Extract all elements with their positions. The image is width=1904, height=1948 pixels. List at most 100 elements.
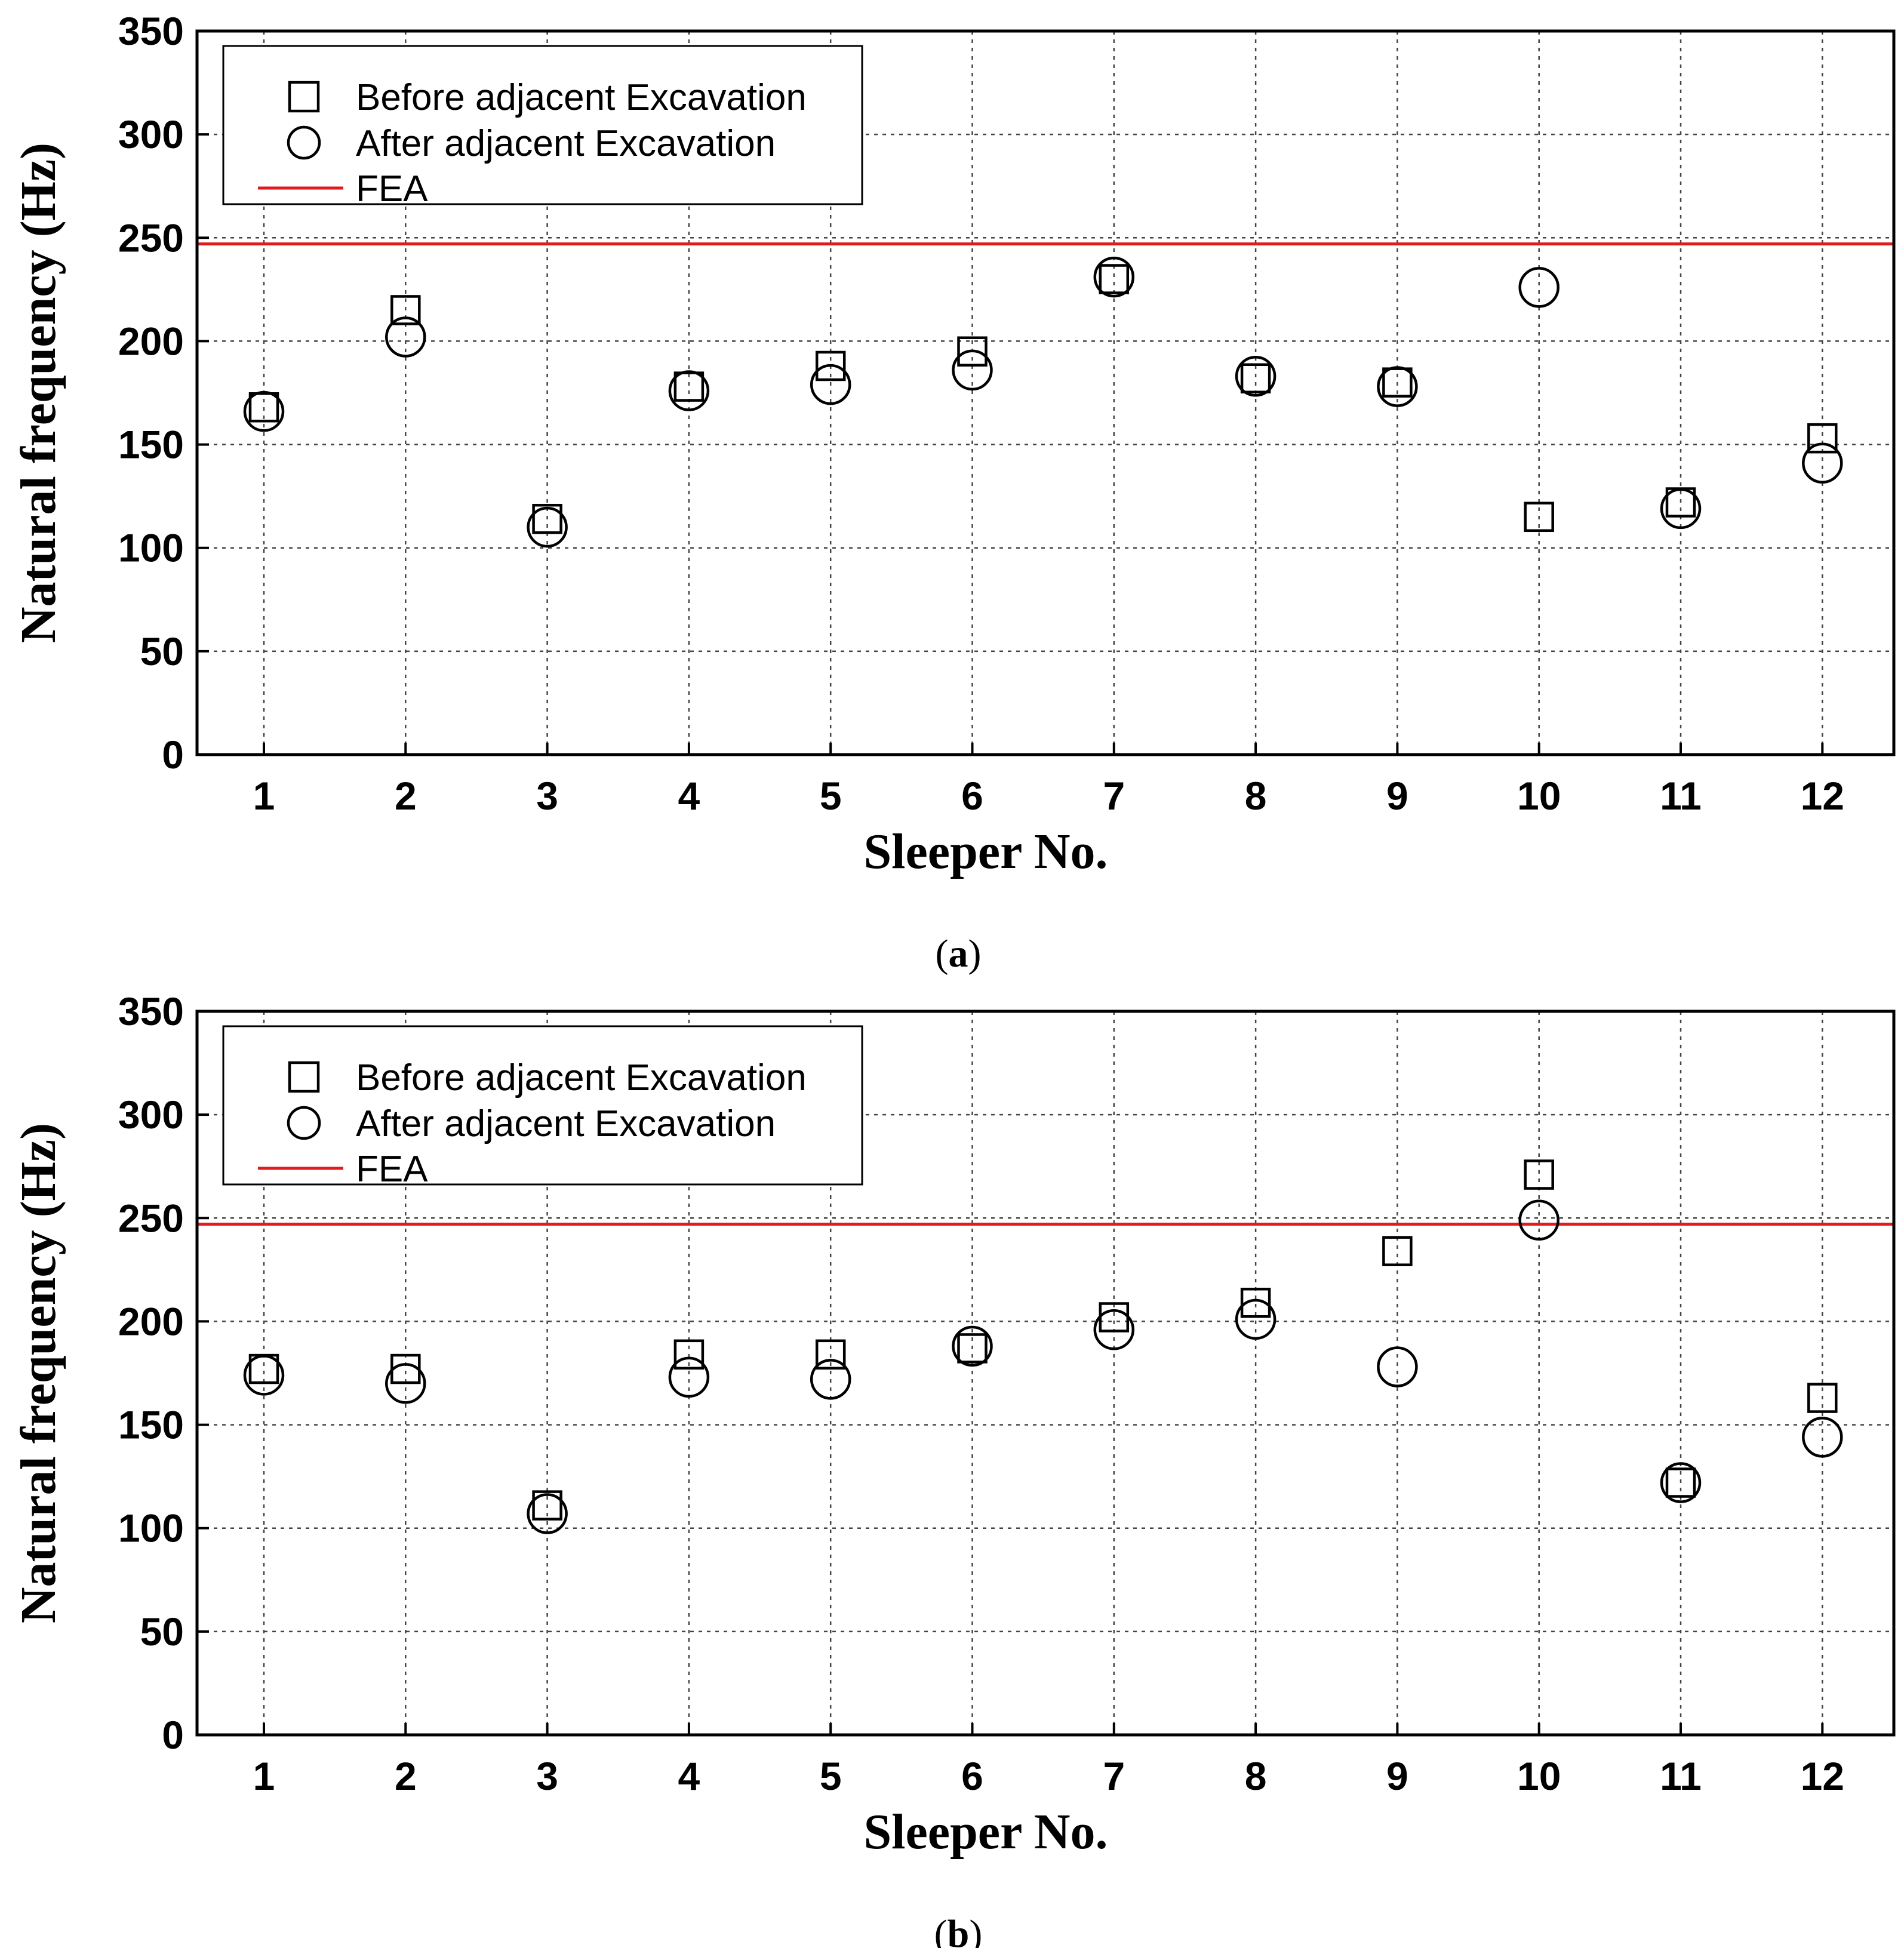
x-tick-label: 6 (961, 774, 983, 818)
after-marker-sleeper-1 (243, 390, 285, 432)
x-tick-label: 9 (1386, 774, 1408, 818)
after-marker-sleeper-2 (385, 316, 426, 358)
before-marker-sleeper-10 (1524, 501, 1554, 533)
after-marker-sleeper-9 (1377, 366, 1418, 407)
y-tick-label: 100 (118, 1506, 184, 1550)
after-marker-sleeper-2 (385, 1363, 426, 1404)
y-tick-label: 350 (118, 9, 184, 53)
legend-square-marker-icon (288, 1061, 320, 1093)
x-tick-label: 3 (536, 774, 558, 818)
legend-label-before: Before adjacent Excavation (356, 77, 807, 118)
after-marker-sleeper-6 (952, 349, 993, 391)
legend-box (222, 45, 863, 205)
axis-ticks (197, 1010, 1824, 1736)
y-tick-label: 250 (118, 1196, 184, 1240)
before-marker-sleeper-2 (390, 295, 421, 325)
grid-lines (197, 31, 1894, 755)
data-markers (243, 1159, 1843, 1534)
x-tick-label: 5 (820, 774, 842, 818)
after-marker-sleeper-12 (1802, 1417, 1843, 1458)
x-axis-title: Sleeper No. (863, 824, 1108, 879)
legend-box (222, 1025, 863, 1186)
after-marker-sleeper-4 (668, 1356, 710, 1398)
y-axis-title: Natural frequency (Hz) (11, 143, 66, 643)
y-tick-label: 350 (118, 989, 184, 1033)
plot-frame (195, 29, 1896, 756)
before-marker-sleeper-3 (532, 503, 562, 534)
before-marker-sleeper-3 (532, 1490, 562, 1521)
before-marker-sleeper-6 (957, 336, 988, 367)
x-tick-label: 1 (253, 774, 275, 818)
y-axis-title: Natural frequency (Hz) (11, 1123, 66, 1623)
after-marker-sleeper-6 (952, 1325, 993, 1367)
x-tick-label: 11 (1660, 774, 1702, 818)
before-marker-sleeper-4 (673, 1339, 705, 1370)
y-tick-labels: 0 50 100 150 200 250 300 350 (118, 989, 184, 1757)
before-marker-sleeper-12 (1807, 1383, 1838, 1413)
y-tick-label: 200 (118, 319, 184, 363)
after-marker-sleeper-5 (810, 364, 851, 405)
after-marker-sleeper-10 (1518, 267, 1560, 308)
y-tick-label: 200 (118, 1299, 184, 1343)
before-marker-sleeper-5 (815, 350, 846, 381)
y-tick-label: 100 (118, 526, 184, 570)
x-tick-labels: 1 2 3 4 5 6 7 8 9 10 11 12 (253, 1754, 1844, 1798)
legend-circle-marker-icon (287, 1106, 321, 1140)
after-marker-sleeper-3 (527, 506, 568, 548)
legend-square-marker-icon (288, 81, 320, 113)
y-tick-label: 150 (118, 423, 184, 467)
y-tick-label: 250 (118, 216, 184, 260)
x-tick-label: 11 (1660, 1754, 1702, 1798)
y-tick-label: 300 (118, 1093, 184, 1137)
before-marker-sleeper-10 (1524, 1159, 1554, 1190)
before-marker-sleeper-6 (957, 1333, 988, 1364)
after-marker-sleeper-1 (243, 1355, 285, 1396)
axis-ticks (197, 30, 1824, 756)
after-marker-sleeper-11 (1660, 488, 1702, 530)
y-tick-label: 150 (118, 1403, 184, 1447)
after-marker-sleeper-10 (1518, 1199, 1560, 1241)
before-marker-sleeper-8 (1240, 1288, 1271, 1318)
x-tick-label: 4 (678, 1754, 700, 1798)
x-tick-label: 3 (536, 1754, 558, 1798)
x-tick-labels: 1 2 3 4 5 6 7 8 9 10 11 12 (253, 774, 1844, 818)
x-tick-label: 8 (1245, 774, 1267, 818)
after-marker-sleeper-7 (1093, 256, 1135, 298)
after-marker-sleeper-12 (1802, 442, 1843, 484)
legend: Before adjacent Excavation After adjacen… (222, 1025, 863, 1190)
data-markers (243, 256, 1843, 548)
x-tick-label: 9 (1386, 1754, 1408, 1798)
before-marker-sleeper-11 (1665, 1467, 1696, 1498)
x-tick-label: 7 (1103, 774, 1125, 818)
x-tick-label: 8 (1245, 1754, 1267, 1798)
x-tick-label: 7 (1103, 1754, 1125, 1798)
before-marker-sleeper-8 (1240, 363, 1271, 394)
after-marker-sleeper-7 (1093, 1309, 1135, 1350)
x-tick-label: 12 (1801, 774, 1844, 818)
before-marker-sleeper-9 (1382, 1236, 1413, 1266)
before-marker-sleeper-7 (1099, 1302, 1130, 1332)
x-tick-label: 12 (1801, 1754, 1844, 1798)
after-marker-sleeper-3 (527, 1493, 568, 1534)
legend-label-fea: FEA (356, 168, 428, 210)
panel-label-a: (a) (936, 932, 982, 975)
before-marker-sleeper-7 (1099, 264, 1130, 294)
x-axis-title: Sleeper No. (863, 1804, 1108, 1860)
y-tick-label: 0 (162, 733, 184, 777)
y-tick-label: 0 (162, 1713, 184, 1757)
legend-label-fea: FEA (356, 1149, 428, 1190)
x-tick-label: 6 (961, 1754, 983, 1798)
x-tick-label: 1 (253, 1754, 275, 1798)
legend: Before adjacent Excavation After adjacen… (222, 45, 863, 210)
after-marker-sleeper-8 (1235, 356, 1276, 397)
y-tick-label: 50 (140, 629, 184, 673)
before-marker-sleeper-2 (390, 1353, 421, 1384)
after-marker-sleeper-8 (1235, 1298, 1276, 1340)
legend-label-after: After adjacent Excavation (356, 123, 776, 164)
after-marker-sleeper-4 (668, 370, 710, 411)
x-tick-label: 10 (1517, 1754, 1561, 1798)
x-tick-label: 4 (678, 774, 700, 818)
